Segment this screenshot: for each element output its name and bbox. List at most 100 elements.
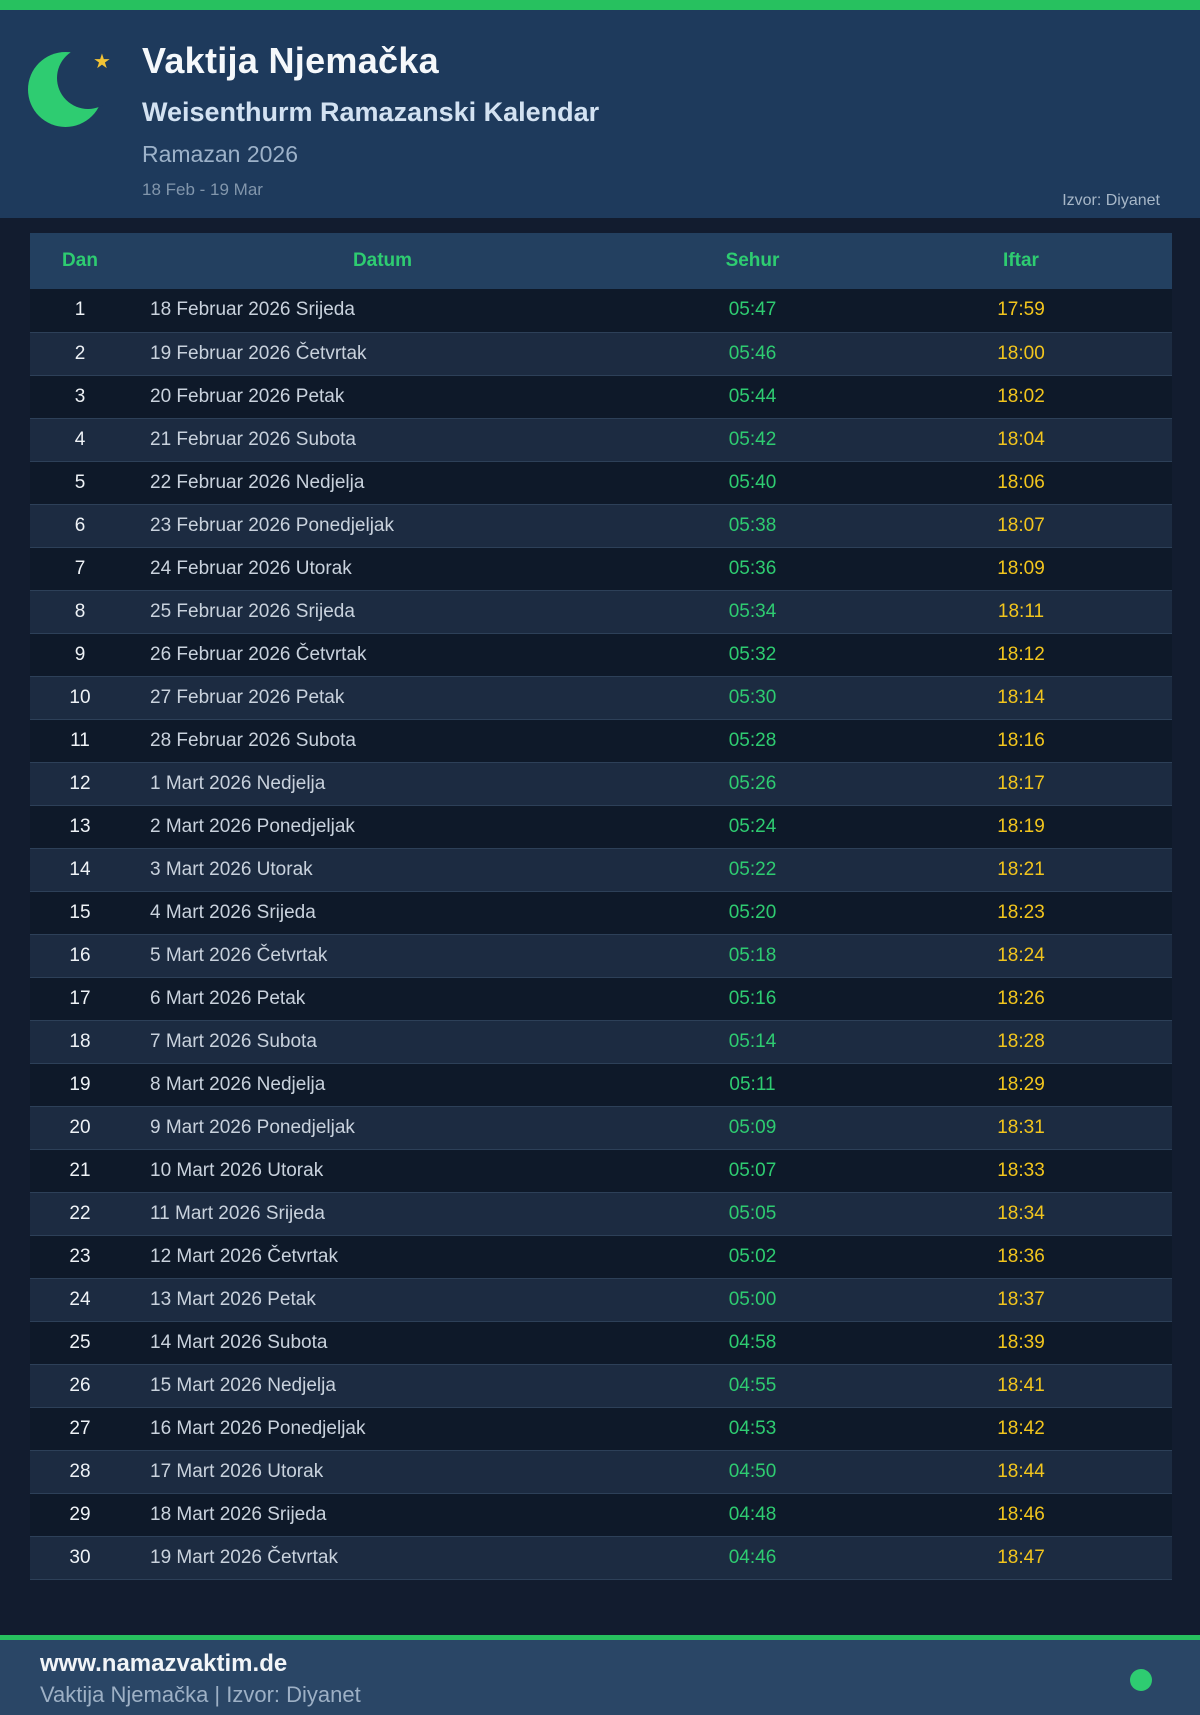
status-dot-icon: [1130, 1669, 1152, 1691]
table-row: 20 9 Mart 2026 Ponedjeljak 05:09 18:31: [30, 1106, 1172, 1149]
date-cell: 10 Mart 2026 Utorak: [150, 1159, 324, 1181]
sehur-time-cell: 05:02: [728, 1245, 777, 1267]
table-row: 6 23 Februar 2026 Ponedjeljak 05:38 18:07: [30, 504, 1172, 547]
iftar-time-cell: 18:23: [997, 901, 1045, 923]
iftar-time-cell: 18:44: [997, 1460, 1045, 1482]
crescent-moon-icon: [24, 47, 119, 132]
date-cell: 9 Mart 2026 Ponedjeljak: [150, 1116, 355, 1138]
day-cell: 26: [69, 1374, 91, 1396]
sehur-time-cell: 05:44: [728, 385, 777, 407]
date-cell: 11 Mart 2026 Srijeda: [150, 1202, 325, 1224]
day-cell: 15: [69, 901, 91, 923]
date-cell: 26 Februar 2026 Četvrtak: [150, 643, 367, 665]
accent-top-bar: [0, 0, 1200, 10]
table-row: 8 25 Februar 2026 Srijeda 05:34 18:11: [30, 590, 1172, 633]
sehur-time-cell: 05:42: [728, 428, 777, 450]
date-cell: 12 Mart 2026 Četvrtak: [150, 1245, 338, 1267]
sehur-time-cell: 05:07: [728, 1159, 777, 1181]
date-cell: 5 Mart 2026 Četvrtak: [150, 944, 328, 966]
table-row: 16 5 Mart 2026 Četvrtak 05:18 18:24: [30, 934, 1172, 977]
date-cell: 16 Mart 2026 Ponedjeljak: [150, 1417, 366, 1439]
table-row: 18 7 Mart 2026 Subota 05:14 18:28: [30, 1020, 1172, 1063]
iftar-time-cell: 18:36: [997, 1245, 1045, 1267]
sehur-time-cell: 04:58: [728, 1331, 777, 1353]
iftar-time-cell: 18:31: [997, 1116, 1045, 1138]
day-cell: 22: [69, 1202, 91, 1224]
iftar-time-cell: 18:41: [997, 1374, 1045, 1396]
day-cell: 11: [70, 729, 90, 751]
iftar-time-cell: 18:00: [997, 342, 1045, 364]
date-cell: 25 Februar 2026 Srijeda: [150, 600, 355, 622]
day-cell: 6: [74, 514, 86, 536]
iftar-time-cell: 18:02: [997, 385, 1045, 407]
star-icon: ★: [93, 51, 111, 73]
sehur-time-cell: 05:24: [728, 815, 777, 837]
table-row: 27 16 Mart 2026 Ponedjeljak 04:53 18:42: [30, 1407, 1172, 1450]
day-cell: 18: [69, 1030, 91, 1052]
sehur-time-cell: 05:47: [728, 299, 777, 321]
date-cell: 21 Februar 2026 Subota: [150, 428, 356, 450]
date-cell: 23 Februar 2026 Ponedjeljak: [150, 514, 395, 536]
day-cell: 10: [69, 686, 91, 708]
day-cell: 1: [74, 299, 86, 321]
iftar-time-cell: 18:24: [997, 944, 1045, 966]
date-cell: 18 Mart 2026 Srijeda: [150, 1503, 327, 1525]
iftar-time-cell: 18:34: [997, 1202, 1045, 1224]
sehur-time-cell: 05:34: [728, 600, 777, 622]
iftar-time-cell: 18:42: [997, 1417, 1045, 1439]
day-cell: 20: [69, 1116, 91, 1138]
iftar-time-cell: 18:33: [997, 1159, 1045, 1181]
table-row: 2 19 Februar 2026 Četvrtak 05:46 18:00: [30, 332, 1172, 375]
iftar-time-cell: 17:59: [997, 299, 1045, 321]
iftar-time-cell: 18:06: [997, 471, 1045, 493]
iftar-column-header: Iftar: [870, 233, 1172, 289]
iftar-time-cell: 18:39: [997, 1331, 1045, 1353]
date-cell: 22 Februar 2026 Nedjelja: [150, 471, 365, 493]
iftar-time-cell: 18:04: [997, 428, 1045, 450]
page-subtitle: Weisenthurm Ramazanski Kalendar: [142, 97, 600, 127]
sehur-time-cell: 05:26: [728, 772, 777, 794]
date-cell: 13 Mart 2026 Petak: [150, 1288, 316, 1310]
day-cell: 16: [69, 944, 91, 966]
day-cell: 28: [69, 1460, 91, 1482]
sehur-time-cell: 04:46: [728, 1546, 777, 1568]
day-cell: 25: [69, 1331, 91, 1353]
iftar-time-cell: 18:07: [997, 514, 1045, 536]
sehur-time-cell: 05:22: [728, 858, 777, 880]
day-cell: 9: [74, 643, 86, 665]
iftar-time-cell: 18:14: [997, 686, 1045, 708]
source-label: Izvor: Diyanet: [1062, 192, 1160, 209]
table-header-row: Dan Datum Sehur Iftar: [30, 233, 1172, 289]
table-row: 7 24 Februar 2026 Utorak 05:36 18:09: [30, 547, 1172, 590]
sehur-time-cell: 05:11: [729, 1073, 776, 1095]
iftar-time-cell: 18:16: [997, 729, 1045, 751]
date-cell: 15 Mart 2026 Nedjelja: [150, 1374, 336, 1396]
page-footer: www.namazvaktim.de Vaktija Njemačka | Iz…: [0, 1640, 1200, 1715]
table-row: 12 1 Mart 2026 Nedjelja 05:26 18:17: [30, 762, 1172, 805]
prayer-times-table: Dan Datum Sehur Iftar 1 18 Februar 2026 Srij…: [30, 233, 1172, 1580]
day-cell: 30: [69, 1546, 91, 1568]
sehur-time-cell: 04:55: [728, 1374, 777, 1396]
sehur-time-cell: 05:46: [728, 342, 777, 364]
table-row: 4 21 Februar 2026 Subota 05:42 18:04: [30, 418, 1172, 461]
sehur-time-cell: 04:53: [728, 1417, 777, 1439]
iftar-time-cell: 18:47: [997, 1546, 1045, 1568]
sehur-column-header: Sehur: [635, 233, 870, 289]
iftar-time-cell: 18:21: [997, 858, 1045, 880]
day-cell: 3: [74, 385, 86, 407]
iftar-time-cell: 18:26: [997, 987, 1045, 1009]
table-row: 9 26 Februar 2026 Četvrtak 05:32 18:12: [30, 633, 1172, 676]
date-cell: 3 Mart 2026 Utorak: [150, 858, 313, 880]
day-cell: 21: [69, 1159, 91, 1181]
date-cell: 17 Mart 2026 Utorak: [150, 1460, 324, 1482]
day-cell: 2: [74, 342, 86, 364]
table-row: 25 14 Mart 2026 Subota 04:58 18:39: [30, 1321, 1172, 1364]
sehur-time-cell: 05:30: [728, 686, 777, 708]
table-row: 3 20 Februar 2026 Petak 05:44 18:02: [30, 375, 1172, 418]
date-cell: 2 Mart 2026 Ponedjeljak: [150, 815, 355, 837]
day-cell: 7: [74, 557, 86, 579]
iftar-time-cell: 18:12: [997, 643, 1045, 665]
website-url: www.namazvaktim.de: [40, 1650, 288, 1677]
date-cell: 8 Mart 2026 Nedjelja: [150, 1073, 326, 1095]
date-cell: 28 Februar 2026 Subota: [150, 729, 356, 751]
